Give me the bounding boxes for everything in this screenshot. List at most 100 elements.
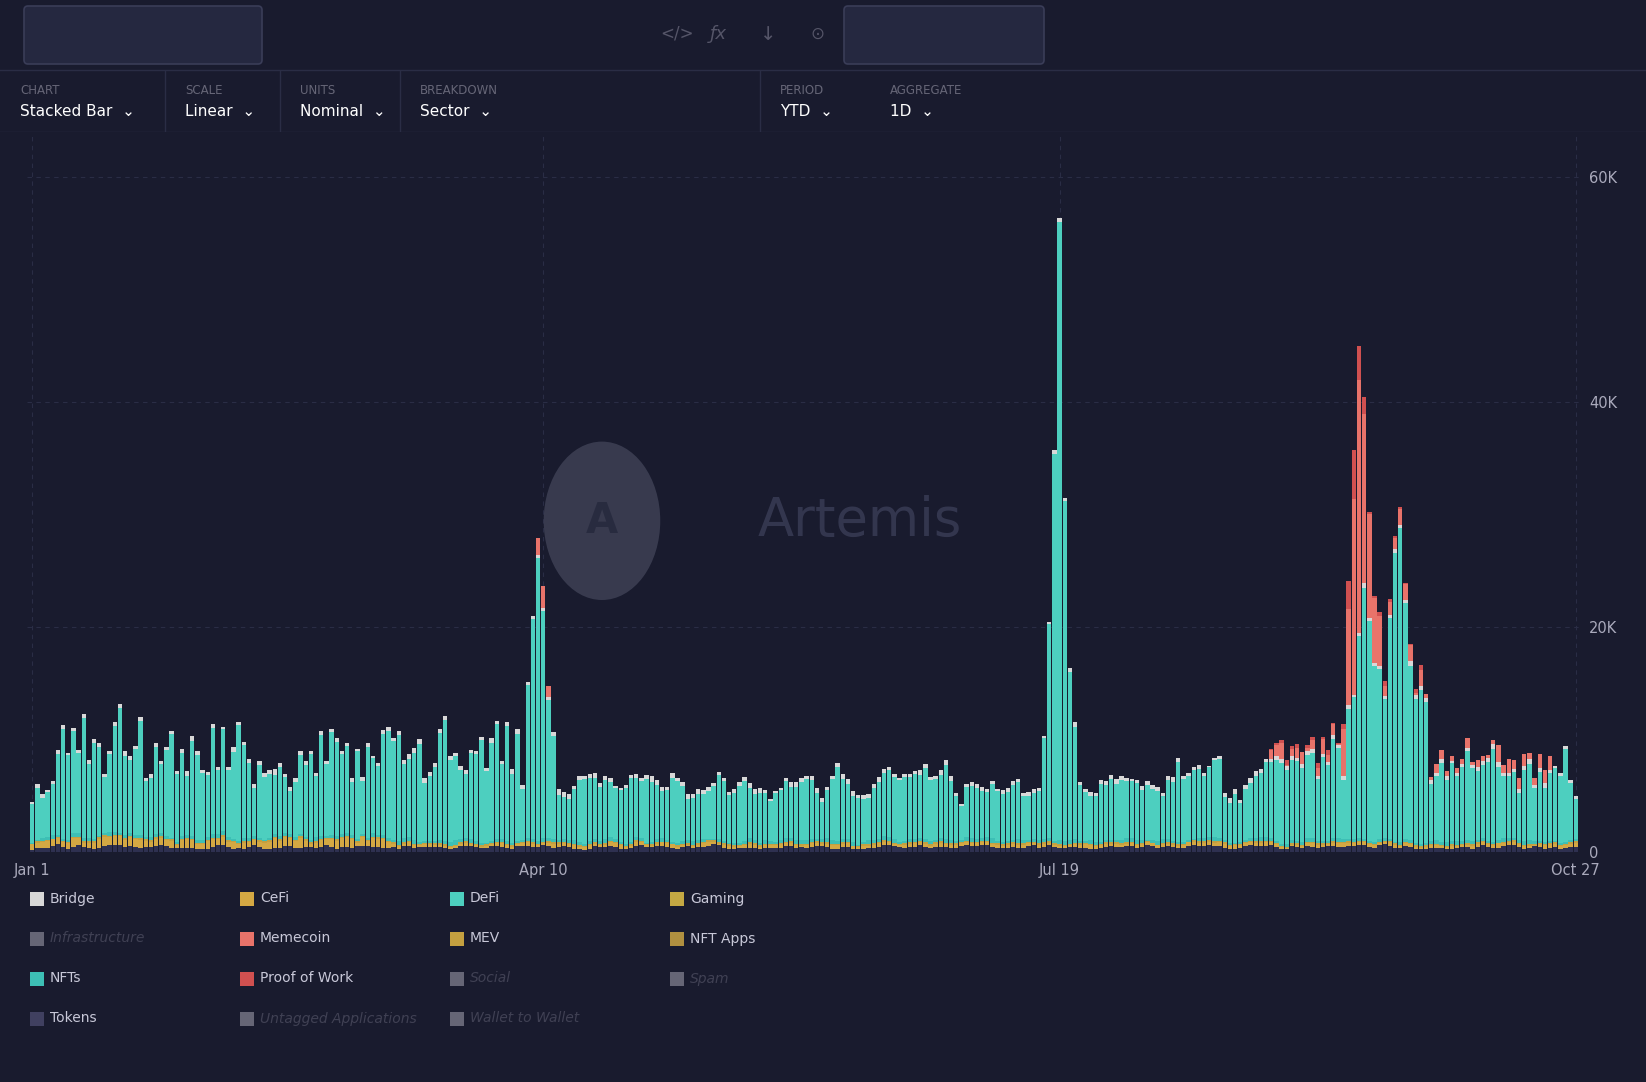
- Bar: [1361, 845, 1366, 852]
- Bar: [1320, 845, 1325, 847]
- Bar: [211, 840, 216, 847]
- Bar: [1351, 697, 1356, 839]
- Bar: [928, 845, 933, 848]
- Bar: [1445, 847, 1448, 849]
- Bar: [882, 769, 886, 773]
- Bar: [196, 751, 199, 755]
- Bar: [742, 781, 747, 841]
- Bar: [433, 763, 438, 767]
- Bar: [619, 790, 622, 842]
- Bar: [1518, 778, 1521, 790]
- Bar: [732, 843, 736, 845]
- Bar: [1124, 839, 1129, 842]
- Bar: [882, 845, 886, 852]
- Bar: [1388, 846, 1393, 852]
- Bar: [764, 845, 767, 848]
- Bar: [309, 840, 313, 842]
- Bar: [1310, 843, 1315, 847]
- Bar: [1187, 776, 1190, 840]
- Bar: [1274, 756, 1279, 761]
- Bar: [830, 844, 835, 845]
- Bar: [309, 842, 313, 844]
- Bar: [464, 770, 467, 774]
- Bar: [619, 848, 622, 852]
- Bar: [179, 836, 184, 839]
- Bar: [1361, 414, 1366, 583]
- Bar: [1511, 760, 1516, 769]
- Bar: [453, 846, 458, 848]
- Bar: [551, 840, 556, 843]
- Bar: [267, 848, 272, 852]
- Bar: [97, 748, 102, 835]
- Bar: [566, 840, 571, 843]
- Bar: [1057, 841, 1062, 844]
- Bar: [1124, 842, 1129, 844]
- Bar: [1083, 790, 1088, 792]
- Bar: [1559, 843, 1562, 845]
- Bar: [1356, 843, 1361, 845]
- Bar: [530, 619, 535, 839]
- Bar: [1527, 753, 1531, 760]
- Bar: [102, 777, 107, 833]
- Bar: [1134, 848, 1139, 852]
- Bar: [737, 782, 742, 786]
- Bar: [1409, 667, 1412, 841]
- Bar: [56, 834, 61, 837]
- Bar: [732, 849, 736, 852]
- Bar: [35, 788, 40, 840]
- Bar: [293, 782, 298, 837]
- Bar: [1320, 841, 1325, 843]
- Bar: [1063, 848, 1067, 852]
- Bar: [397, 845, 402, 846]
- Bar: [339, 836, 344, 839]
- Bar: [742, 777, 747, 781]
- Ellipse shape: [543, 441, 660, 601]
- Bar: [1569, 783, 1574, 841]
- Bar: [728, 848, 731, 852]
- Bar: [1202, 776, 1207, 837]
- Bar: [387, 841, 390, 843]
- Bar: [1088, 848, 1093, 852]
- Bar: [732, 845, 736, 847]
- Bar: [303, 765, 308, 837]
- Bar: [237, 844, 240, 848]
- Bar: [206, 840, 211, 841]
- Bar: [851, 791, 856, 795]
- Bar: [1351, 846, 1356, 852]
- Bar: [1233, 845, 1238, 848]
- Bar: [423, 844, 426, 846]
- Bar: [1134, 845, 1139, 848]
- Bar: [960, 846, 963, 852]
- Bar: [846, 783, 849, 839]
- Bar: [1475, 767, 1480, 771]
- Bar: [815, 846, 820, 852]
- Bar: [92, 739, 97, 743]
- Text: </>: </>: [660, 25, 693, 43]
- Bar: [293, 842, 298, 848]
- Bar: [453, 848, 458, 852]
- Bar: [711, 839, 716, 840]
- Bar: [443, 841, 448, 844]
- Bar: [573, 790, 576, 841]
- Bar: [1192, 845, 1197, 852]
- Bar: [1259, 773, 1262, 837]
- Bar: [309, 844, 313, 847]
- Bar: [1351, 450, 1356, 499]
- Bar: [892, 777, 897, 840]
- Bar: [1078, 781, 1083, 786]
- Bar: [278, 763, 281, 767]
- Bar: [1368, 621, 1371, 841]
- Bar: [76, 845, 81, 852]
- Bar: [1542, 769, 1547, 783]
- Bar: [309, 754, 313, 840]
- Bar: [573, 786, 576, 790]
- Bar: [82, 842, 86, 843]
- Bar: [711, 783, 716, 787]
- Bar: [273, 834, 277, 836]
- Bar: [609, 846, 612, 852]
- Bar: [1177, 842, 1180, 844]
- Bar: [1373, 845, 1376, 848]
- Bar: [914, 842, 917, 843]
- Bar: [1207, 766, 1211, 767]
- FancyBboxPatch shape: [30, 892, 44, 906]
